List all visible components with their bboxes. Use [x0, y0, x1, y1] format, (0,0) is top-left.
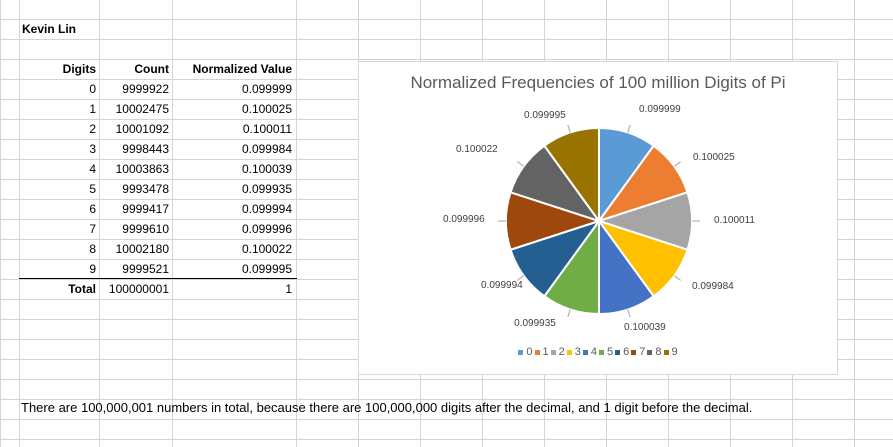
chart-title: Normalized Frequencies of 100 million Di… [410, 73, 786, 92]
data-label: 0.099935 [514, 318, 556, 329]
digit-cell[interactable]: 0 [89, 82, 96, 96]
digit-cell[interactable]: 3 [89, 142, 96, 156]
total-label[interactable]: Total [68, 282, 96, 296]
normalized-cell[interactable]: 0.099995 [241, 262, 292, 276]
column-divider [19, 0, 20, 447]
legend-item: 3 [566, 346, 581, 358]
data-label: 0.100022 [456, 144, 498, 155]
legend-swatch [615, 349, 621, 355]
data-label: 0.099984 [692, 281, 734, 292]
legend-item: 7 [631, 346, 645, 358]
total-border [19, 278, 297, 279]
legend-swatch [550, 349, 556, 355]
legend-item: 6 [615, 346, 629, 358]
legend-label: 7 [639, 346, 646, 358]
digit-cell[interactable]: 8 [89, 242, 96, 256]
legend-label: 4 [590, 346, 597, 358]
leader-line [516, 275, 525, 281]
count-cell[interactable]: 10002180 [115, 242, 169, 256]
normalized-cell[interactable]: 0.099935 [241, 182, 292, 196]
legend-swatch [582, 349, 588, 355]
header-count[interactable]: Count [134, 62, 169, 76]
data-label: 0.099999 [639, 104, 681, 115]
leader-line [516, 161, 525, 167]
leader-line [627, 309, 631, 318]
data-label: 0.100025 [693, 152, 735, 163]
leader-line [567, 124, 571, 133]
column-divider [854, 0, 855, 447]
leader-line [673, 275, 681, 281]
legend-label: 9 [671, 346, 678, 358]
normalized-cell[interactable]: 0.099984 [241, 142, 292, 156]
column-divider [99, 0, 100, 447]
count-cell[interactable]: 9999922 [122, 82, 169, 96]
data-label: 0.099995 [524, 110, 566, 121]
legend-label: 6 [623, 346, 630, 358]
leader-line [567, 309, 571, 318]
footnote-text[interactable]: There are 100,000,001 numbers in total, … [21, 400, 753, 415]
normalized-cell[interactable]: 0.099994 [241, 202, 292, 216]
digit-cell[interactable]: 6 [89, 202, 96, 216]
count-cell[interactable]: 9999521 [122, 262, 169, 276]
count-cell[interactable]: 9999610 [122, 222, 169, 236]
column-divider [172, 0, 173, 447]
legend-swatch [599, 349, 604, 355]
legend-label: 2 [558, 346, 565, 358]
digit-cell[interactable]: 1 [89, 102, 96, 116]
total-count[interactable]: 100000001 [108, 282, 169, 296]
count-cell[interactable]: 9999417 [122, 202, 169, 216]
total-normalized[interactable]: 1 [285, 282, 292, 296]
legend-swatch [631, 349, 637, 355]
digit-cell[interactable]: 4 [89, 162, 96, 176]
normalized-cell[interactable]: 0.100011 [242, 122, 292, 136]
legend-swatch [566, 349, 572, 355]
pie-chart[interactable]: Normalized Frequencies of 100 million Di… [358, 61, 838, 375]
digit-cell[interactable]: 9 [89, 262, 96, 276]
normalized-cell[interactable]: 0.099996 [241, 222, 292, 236]
legend-label: 0 [526, 346, 533, 358]
count-cell[interactable]: 10002475 [115, 102, 169, 116]
legend-label: 1 [542, 346, 549, 358]
legend-item: 5 [599, 346, 613, 358]
legend-label: 5 [607, 346, 614, 358]
data-label: 0.099996 [443, 214, 485, 225]
data-label: 0.100011 [714, 215, 755, 226]
normalized-cell[interactable]: 0.099999 [241, 82, 292, 96]
count-cell[interactable]: 9998443 [122, 142, 169, 156]
legend-item: 1 [534, 346, 549, 358]
normalized-cell[interactable]: 0.100039 [241, 162, 292, 176]
header-normalized-value[interactable]: Normalized Value [192, 62, 292, 76]
pie-plot: 0.099999 0.100025 0.100011 0.099984 0.100039… [443, 104, 755, 333]
legend-swatch [647, 349, 653, 355]
author-name[interactable]: Kevin Lin [22, 22, 77, 36]
count-cell[interactable]: 10003863 [115, 162, 169, 176]
legend-item: 2 [550, 346, 565, 358]
legend-swatch [534, 349, 540, 355]
count-cell[interactable]: 10001092 [115, 122, 169, 136]
legend-item: 0 [518, 346, 533, 358]
data-label: 0.100039 [624, 322, 666, 333]
legend-label: 8 [655, 346, 662, 358]
legend-label: 3 [574, 346, 581, 358]
data-label: 0.099994 [481, 280, 523, 291]
digit-cell[interactable]: 2 [89, 122, 96, 136]
leader-line [673, 161, 682, 167]
column-divider [296, 0, 297, 447]
legend-item: 9 [663, 346, 678, 358]
legend-item: 8 [647, 346, 662, 358]
legend-swatch [663, 349, 669, 355]
legend-swatch [518, 349, 524, 355]
normalized-cell[interactable]: 0.100025 [241, 102, 292, 116]
leader-line [627, 124, 631, 133]
normalized-cell[interactable]: 0.100022 [241, 242, 292, 256]
digit-cell[interactable]: 5 [89, 182, 96, 196]
count-cell[interactable]: 9993478 [122, 182, 169, 196]
legend-item: 4 [582, 346, 597, 358]
header-digits[interactable]: Digits [62, 62, 96, 76]
digit-cell[interactable]: 7 [89, 222, 96, 236]
